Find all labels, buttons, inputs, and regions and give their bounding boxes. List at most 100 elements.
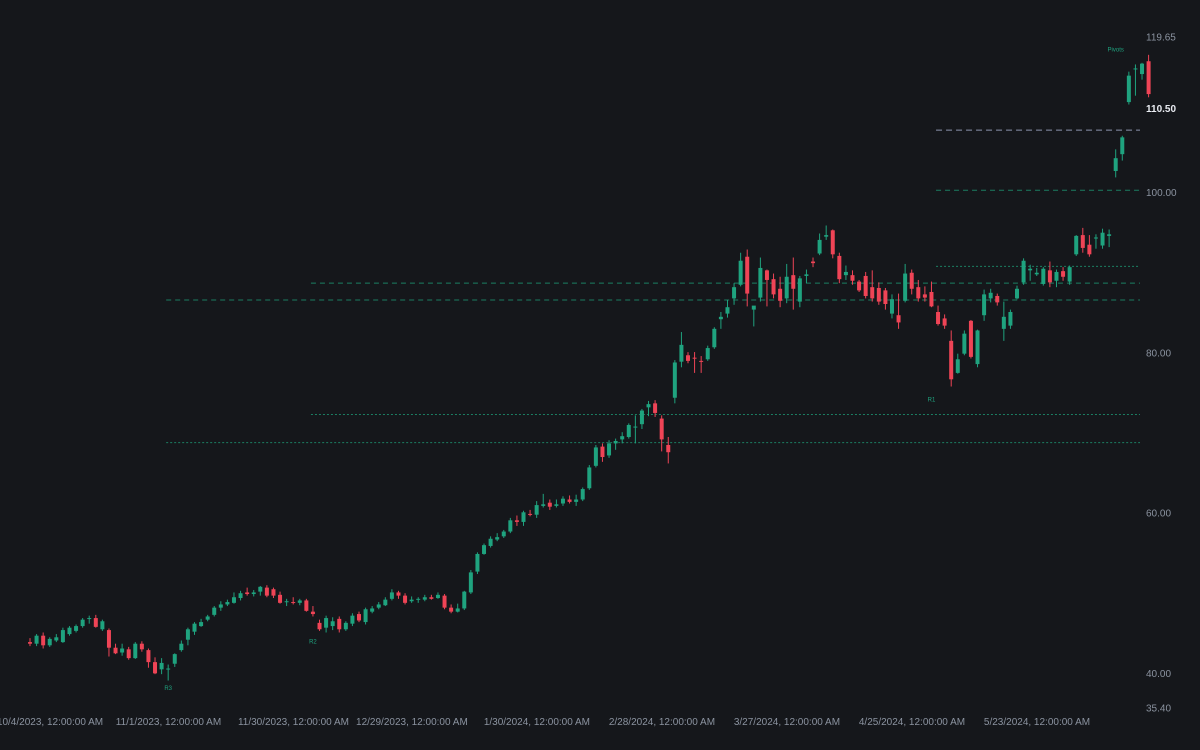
candle [1126,71,1131,105]
x-tick-label: 1/30/2024, 12:00:00 AM [484,717,590,728]
candle-body [653,403,658,413]
candle-body [514,520,519,522]
candle [653,400,658,417]
candle-body [896,315,901,323]
y-tick-label: 100.00 [1146,188,1177,199]
candle-body [771,279,776,295]
candle [962,330,967,356]
candle [133,642,138,659]
candle [495,533,500,542]
candle-body [567,499,572,502]
candle [212,606,217,617]
candle [778,276,783,308]
candle [429,594,434,600]
candle-body [975,330,980,365]
candle [843,265,848,280]
candle [93,614,98,628]
candle [67,626,72,636]
candle-body [54,637,59,641]
candle-body [363,609,368,623]
candle-body [1015,288,1019,299]
candle-body [258,586,263,592]
candle-body [764,270,769,280]
candle [1047,261,1052,288]
candle [659,415,664,452]
candle-body [804,274,809,276]
x-tick-label: 3/27/2024, 12:00:00 AM [734,717,840,728]
last-price-label: 110.50 [1146,104,1176,115]
candle-body [909,272,914,289]
candle [297,598,302,606]
candle [389,589,394,601]
x-tick-label: 11/30/2023, 12:00:00 AM [238,717,349,728]
candle-body [547,502,552,507]
candle [146,648,151,668]
candle [449,604,454,614]
candle [416,597,421,603]
candle-body [120,648,125,653]
candle [100,619,105,631]
candle-body [797,278,802,302]
candle-body [1140,63,1145,75]
candle-body [238,593,243,599]
candle [699,356,704,373]
candle-body [1034,272,1039,275]
candle [725,299,730,318]
candle [514,515,519,526]
candle-body [1107,234,1112,236]
candle-body [245,592,250,595]
candle [54,634,59,643]
candle-body [403,595,408,603]
candle [666,436,671,464]
candle [593,445,598,468]
candle [1028,264,1033,281]
candle [501,529,506,538]
candle-body [1074,235,1079,255]
candle [1015,285,1019,300]
candle-body [106,630,111,648]
candle-body [672,362,677,398]
candle [310,606,315,617]
candle-body [620,436,625,440]
candle [199,618,204,627]
candle [968,320,973,359]
candle-body [639,410,644,425]
x-tick-label: 5/23/2024, 12:00:00 AM [984,717,1090,728]
candle [343,621,348,631]
candle [455,603,460,613]
candle-body [738,260,743,285]
candle [317,619,322,631]
candle [1008,309,1013,329]
candle [383,597,388,607]
x-tick-label: 10/4/2023, 12:00:00 AM [0,717,103,728]
candle [363,607,368,625]
candle-body [1061,271,1066,277]
candle-body [508,520,513,532]
pivot-marker-label: R3 [164,686,172,692]
candle [547,499,552,510]
candle-body [317,622,322,630]
candle-body [100,621,105,630]
candle [1080,227,1085,253]
candle-body [955,359,960,373]
candle-body [988,292,993,299]
candle [1034,267,1039,276]
candle [185,627,190,646]
candle-body [830,230,835,255]
candle-body [692,357,697,359]
candle [139,641,144,652]
candle-body [718,316,723,320]
candle-body [646,404,651,408]
candle [764,269,769,307]
candle-body [179,643,184,651]
candle-body [962,333,967,354]
candle [830,229,835,259]
candle [909,269,914,295]
y-tick-label: 40.00 [1146,669,1171,680]
candle [468,569,473,595]
candle [850,270,855,285]
candle [482,543,487,555]
candle-body [1087,244,1092,255]
candle [225,599,230,607]
